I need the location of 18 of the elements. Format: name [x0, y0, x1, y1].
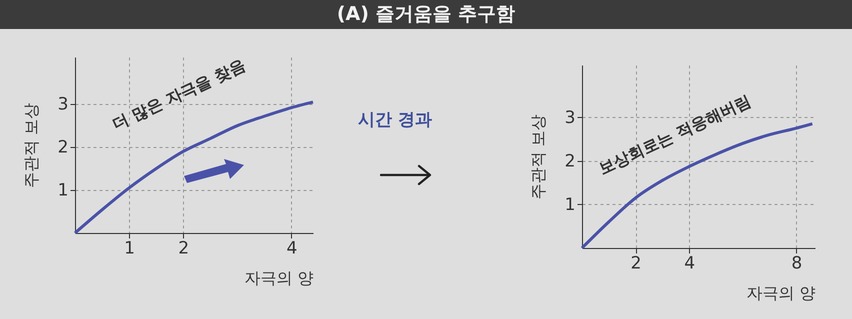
y-tick-label: 3: [58, 94, 68, 115]
x-axis-title: 자극의 양: [244, 268, 314, 288]
y-tick-label: 2: [58, 138, 68, 158]
x-tick-label: 4: [286, 238, 298, 258]
y-axis-title: 주관적 보상: [528, 114, 548, 200]
x-axis-title: 자극의 양: [746, 284, 816, 302]
x-tick-label: 1: [124, 238, 136, 258]
text: 시간 경과: [357, 109, 433, 131]
y-tick-label: 2: [564, 151, 576, 172]
x-tick-label: 4: [684, 254, 696, 274]
x-tick-label: 2: [178, 238, 190, 258]
x-tick-label: 8: [791, 254, 802, 274]
y-axis-title: 주관적 보상: [22, 102, 41, 188]
text: (A) 즐거움을 추구함: [0, 0, 852, 29]
y-tick-label: 3: [564, 108, 576, 128]
y-tick-label: 1: [564, 194, 576, 215]
y-tick-label: 1: [58, 180, 68, 201]
x-tick-label: 2: [630, 254, 642, 274]
